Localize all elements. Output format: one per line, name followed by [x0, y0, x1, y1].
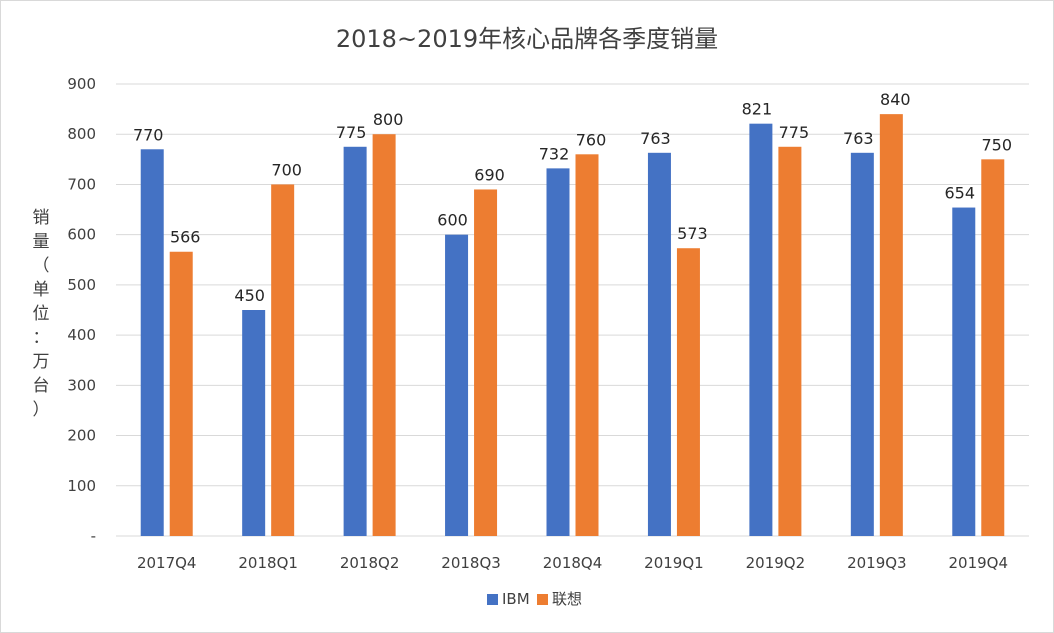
- y-tick-label: 900: [67, 75, 96, 93]
- data-label: 800: [373, 110, 404, 129]
- y-tick-label: 600: [67, 226, 96, 244]
- bar: [981, 159, 1005, 537]
- x-tick-label: 2017Q4: [137, 554, 197, 572]
- data-label: 654: [945, 184, 976, 203]
- data-label: 700: [271, 160, 302, 179]
- y-tick-label: -: [91, 527, 96, 545]
- x-axis-categories: 2017Q4 2018Q1 2018Q2 2018Q3 2018Q4 2019Q1 2019…: [137, 554, 1008, 572]
- y-axis-ticks: - 100 200 300 400 500 600 700 800 900: [67, 75, 96, 545]
- x-tick-label: 2019Q4: [949, 554, 1009, 572]
- bar: [271, 184, 295, 536]
- data-label: 763: [640, 129, 671, 148]
- legend: IBM 联想: [487, 590, 582, 608]
- legend-swatch: [537, 594, 548, 605]
- y-tick-label: 700: [67, 175, 96, 193]
- data-label: 763: [843, 129, 874, 148]
- bar: [242, 310, 266, 536]
- data-label: 770: [133, 125, 164, 144]
- bar: [140, 149, 164, 537]
- bar: [445, 234, 469, 536]
- x-tick-label: 2019Q3: [847, 554, 907, 572]
- data-label: 760: [576, 130, 607, 149]
- x-tick-label: 2019Q1: [644, 554, 704, 572]
- bar: [647, 152, 671, 536]
- bar: [778, 146, 802, 536]
- bar: [343, 146, 367, 536]
- data-label: 750: [982, 135, 1013, 154]
- data-label: 566: [170, 228, 201, 247]
- gridlines: [116, 83, 1029, 537]
- y-tick-label: 400: [67, 326, 96, 344]
- data-label: 450: [234, 286, 265, 305]
- chart-title: 2018~2019年核心品牌各季度销量: [336, 25, 718, 53]
- bars: [140, 114, 1005, 537]
- x-tick-label: 2018Q3: [441, 554, 501, 572]
- bar: [749, 123, 773, 537]
- y-tick-label: 300: [67, 376, 96, 394]
- data-labels: 770 566 450 700 775 800 600 690 732 760 763 573 821 7…: [133, 90, 1012, 305]
- data-label: 600: [437, 211, 468, 230]
- bar: [676, 248, 700, 536]
- data-label: 840: [880, 90, 911, 109]
- y-tick-label: 100: [67, 477, 96, 495]
- bar: [474, 189, 498, 536]
- y-tick-label: 500: [67, 276, 96, 294]
- bar: [169, 251, 193, 536]
- y-axis-title: 销量（单位：万台）: [33, 208, 50, 420]
- data-label: 821: [742, 100, 773, 119]
- x-tick-label: 2018Q2: [340, 554, 400, 572]
- bar: [879, 114, 903, 536]
- data-label: 690: [474, 165, 505, 184]
- bar: [575, 154, 599, 537]
- legend-entry: IBM: [502, 590, 530, 608]
- y-axis-label: 销量（单位：万台）: [33, 208, 50, 420]
- x-tick-label: 2019Q2: [746, 554, 806, 572]
- bar: [546, 168, 570, 536]
- bar: [850, 152, 874, 536]
- data-label: 573: [677, 224, 708, 243]
- data-label: 775: [336, 123, 367, 142]
- bar: [952, 207, 976, 536]
- x-tick-label: 2018Q1: [238, 554, 298, 572]
- data-label: 775: [779, 123, 810, 142]
- legend-entry: 联想: [552, 590, 582, 608]
- y-tick-label: 800: [67, 125, 96, 143]
- y-tick-label: 200: [67, 427, 96, 445]
- bar: [372, 134, 396, 536]
- data-label: 732: [539, 144, 570, 163]
- legend-swatch: [487, 594, 498, 605]
- x-tick-label: 2018Q4: [543, 554, 603, 572]
